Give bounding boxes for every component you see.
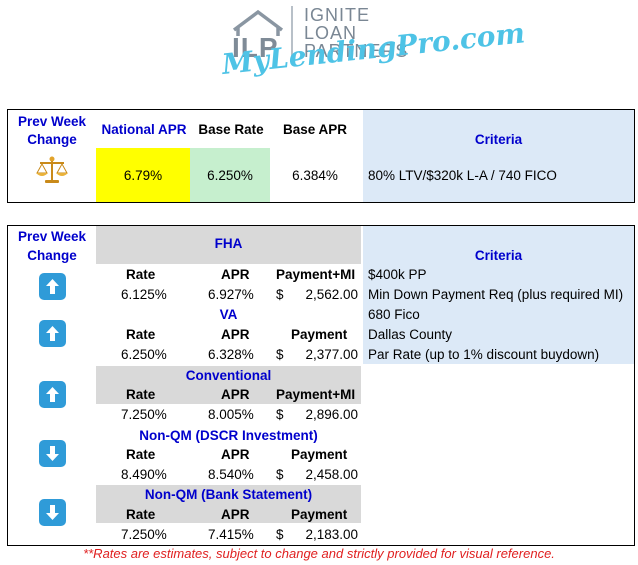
product-name-dscr: Non-QM (DSCR Investment) (139, 428, 318, 443)
col-rate: Rate (126, 387, 156, 402)
arrow-down-icon (39, 440, 66, 467)
currency-symbol: $ (276, 407, 284, 422)
arrow-up-icon (39, 320, 66, 347)
criteria-header: Criteria (474, 248, 523, 263)
brand-line-3: PARTNERS (304, 41, 409, 61)
brand-line-1: IGNITE (304, 5, 371, 25)
logo-divider (291, 6, 293, 62)
product-name-conventional: Conventional (185, 368, 272, 383)
payment-value: 2,377.00 (305, 347, 358, 362)
base-rate-cell (190, 148, 270, 202)
criteria-list-band (363, 264, 634, 364)
summary-table: Prev Week Change National APR Base Rate … (7, 109, 635, 203)
criteria-band (363, 110, 634, 202)
payment-value: 2,458.00 (305, 467, 358, 482)
house-logo-icon (232, 9, 284, 36)
brand-name: IGNITE LOAN PARTNERS (304, 6, 408, 60)
national-apr-value: 6.79% (123, 168, 163, 183)
product-name-bank-statement: Non-QM (Bank Statement) (144, 487, 313, 502)
col-rate: Rate (126, 267, 156, 282)
national-apr-cell (96, 148, 190, 202)
brand-line-2: LOAN (304, 23, 358, 43)
bank-statement-band (96, 485, 361, 523)
fha-band (96, 226, 361, 264)
prev-week-header: Prev Week Change (17, 114, 87, 147)
apr-value: 6.328% (208, 347, 254, 362)
rate-value: 7.250% (121, 527, 167, 542)
currency-symbol: $ (276, 467, 284, 482)
col-apr: APR (221, 267, 250, 282)
criteria-band (363, 226, 634, 264)
conventional-band (96, 366, 361, 404)
currency-symbol: $ (276, 527, 284, 542)
rate-value: 8.490% (121, 467, 167, 482)
col-payment: Payment (291, 507, 348, 522)
col-payment: Payment (291, 327, 348, 342)
col-apr: APR (221, 387, 250, 402)
disclaimer-footnote: **Rates are estimates, subject to change… (83, 546, 555, 561)
criteria-line: $400k PP (368, 267, 427, 282)
base-rate-header: Base Rate (198, 122, 264, 137)
payment-value: 2,562.00 (305, 287, 358, 302)
product-name-fha: FHA (214, 236, 243, 251)
apr-value: 7.415% (208, 527, 254, 542)
col-rate: Rate (126, 507, 156, 522)
col-payment: Payment+MI (276, 267, 356, 282)
scales-icon (34, 155, 70, 190)
col-apr: APR (221, 447, 250, 462)
base-apr-value: 6.384% (292, 168, 338, 183)
rate-value: 7.250% (121, 407, 167, 422)
apr-value: 8.540% (208, 467, 254, 482)
col-payment: Payment (291, 447, 348, 462)
criteria-header: Criteria (474, 132, 523, 147)
col-apr: APR (221, 327, 250, 342)
col-payment: Payment+MI (276, 387, 356, 402)
base-rate-value: 6.250% (207, 168, 253, 183)
company-logo: ILP (228, 6, 288, 64)
base-apr-header: Base APR (282, 122, 348, 137)
apr-value: 8.005% (208, 407, 254, 422)
arrow-up-icon (39, 273, 66, 300)
col-apr: APR (221, 507, 250, 522)
payment-value: 2,896.00 (305, 407, 358, 422)
arrow-up-icon (39, 381, 66, 408)
currency-symbol: $ (276, 347, 284, 362)
product-name-va: VA (219, 307, 238, 322)
rate-value: 6.125% (121, 287, 167, 302)
criteria-line: Dallas County (368, 327, 453, 342)
criteria-line: Par Rate (up to 1% discount buydown) (368, 347, 600, 362)
apr-value: 6.927% (208, 287, 254, 302)
payment-value: 2,183.00 (305, 527, 358, 542)
col-rate: Rate (126, 327, 156, 342)
products-table: Prev Week Change Criteria $400k PP Min D… (7, 225, 635, 546)
rate-value: 6.250% (121, 347, 167, 362)
arrow-down-icon (39, 499, 66, 526)
criteria-line: Min Down Payment Req (plus required MI) (368, 287, 624, 302)
currency-symbol: $ (276, 287, 284, 302)
criteria-value: 80% LTV/$320k L-A / 740 FICO (368, 168, 557, 183)
col-rate: Rate (126, 447, 156, 462)
national-apr-header: National APR (101, 122, 187, 137)
logo-letters: ILP (232, 32, 279, 63)
prev-week-header: Prev Week Change (17, 229, 87, 263)
criteria-line: 680 Fico (368, 307, 420, 322)
